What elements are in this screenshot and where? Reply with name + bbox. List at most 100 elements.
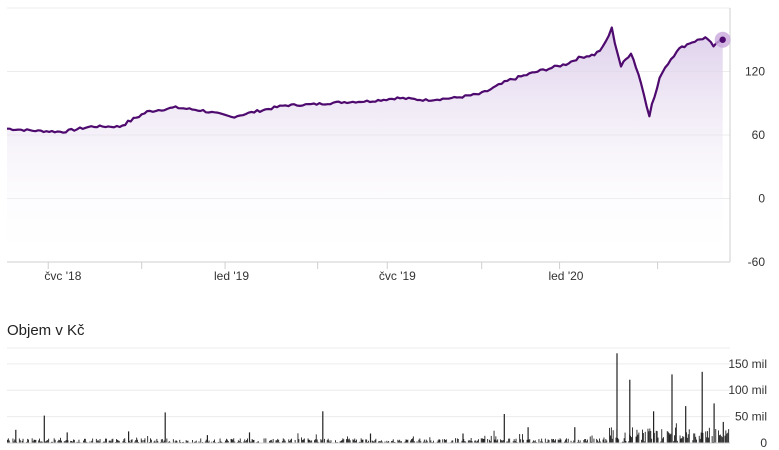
volume-bar <box>84 438 86 443</box>
volume-bar <box>728 429 730 443</box>
volume-bar <box>164 412 166 443</box>
volume-bar <box>476 441 478 443</box>
volume-bar <box>387 441 389 443</box>
volume-bar <box>433 440 434 443</box>
volume-bar <box>85 441 87 443</box>
volume-bar <box>98 441 100 443</box>
volume-bar <box>480 438 482 443</box>
volume-bar <box>455 438 456 443</box>
volume-bar <box>718 430 719 443</box>
volume-bar <box>343 439 345 443</box>
volume-bar <box>533 441 535 443</box>
volume-bar <box>226 438 227 443</box>
volume-bar <box>247 438 248 443</box>
volume-bar <box>104 441 105 443</box>
volume-bar <box>362 439 364 443</box>
volume-bar <box>686 437 688 443</box>
volume-bar <box>339 441 341 443</box>
volume-bar <box>238 441 240 443</box>
volume-bar <box>290 439 292 443</box>
volume-bar <box>439 439 441 443</box>
volume-bar <box>599 441 601 443</box>
volume-bar <box>552 439 554 443</box>
volume-bar <box>316 439 318 443</box>
volume-bar <box>61 440 62 443</box>
volume-bar <box>161 439 163 443</box>
volume-bar <box>96 440 98 443</box>
volume-bar <box>232 439 234 443</box>
volume-bar <box>368 440 369 443</box>
volume-bar <box>615 437 617 443</box>
volume-bar <box>599 438 600 443</box>
volume-bar <box>169 441 171 443</box>
volume-bar <box>669 434 671 443</box>
volume-bar <box>681 438 683 443</box>
volume-bar <box>73 439 74 443</box>
volume-bar <box>213 440 215 443</box>
volume-bar <box>406 440 408 443</box>
volume-bar <box>711 436 713 443</box>
volume-bar <box>487 439 489 443</box>
volume-bar <box>13 441 15 443</box>
volume-bar <box>348 438 350 443</box>
volume-bar <box>105 438 106 443</box>
volume-bar <box>489 439 490 443</box>
volume-bar <box>269 440 270 443</box>
volume-bar <box>205 439 207 443</box>
volume-bar <box>527 427 529 443</box>
volume-bar <box>398 440 400 443</box>
volume-bar <box>586 441 587 443</box>
volume-bar <box>233 438 235 443</box>
volume-y-tick-label: 50 mil <box>735 410 767 424</box>
volume-bar <box>272 439 274 443</box>
volume-bar <box>66 432 68 443</box>
volume-bar <box>541 438 543 443</box>
volume-bar <box>411 439 412 443</box>
volume-bar <box>136 437 138 443</box>
volume-bar <box>497 439 499 443</box>
volume-bar <box>111 439 113 443</box>
volume-bar <box>12 438 14 443</box>
volume-bar <box>249 441 251 443</box>
volume-bar <box>219 438 221 443</box>
volume-bar <box>514 441 516 443</box>
volume-bar <box>263 438 265 443</box>
volume-bar <box>378 441 379 443</box>
volume-bar <box>282 438 284 443</box>
volume-bar <box>117 440 119 443</box>
volume-bar <box>317 441 319 443</box>
volume-bar <box>655 430 657 443</box>
volume-bar <box>490 435 492 443</box>
volume-bar <box>58 439 60 443</box>
volume-bar <box>307 438 309 443</box>
volume-bar <box>467 440 469 443</box>
volume-bar <box>661 429 663 443</box>
volume-bar <box>632 427 633 443</box>
volume-bar <box>41 441 43 443</box>
volume-chart-title: Objem v Kč <box>7 322 85 339</box>
volume-bar <box>195 440 197 443</box>
volume-bar <box>59 440 61 443</box>
volume-bar <box>157 441 159 443</box>
volume-bar <box>630 435 631 443</box>
volume-bar <box>204 441 206 443</box>
volume-bar <box>34 439 36 443</box>
volume-bar <box>371 440 373 443</box>
volume-bar <box>647 428 649 443</box>
volume-bar <box>424 441 426 443</box>
volume-bar <box>676 440 678 443</box>
volume-bar <box>519 434 521 443</box>
volume-bar <box>7 438 9 443</box>
volume-bar <box>163 440 165 443</box>
volume-bar <box>606 440 608 443</box>
volume-bar <box>680 438 682 443</box>
volume-bar <box>194 441 196 443</box>
volume-bar <box>244 439 246 443</box>
volume-bar <box>106 438 107 443</box>
volume-bar <box>294 440 296 443</box>
volume-bar <box>574 427 576 443</box>
volume-bar <box>239 438 241 443</box>
volume-bar <box>653 411 655 443</box>
volume-bar <box>522 439 524 443</box>
volume-bar <box>369 433 372 443</box>
